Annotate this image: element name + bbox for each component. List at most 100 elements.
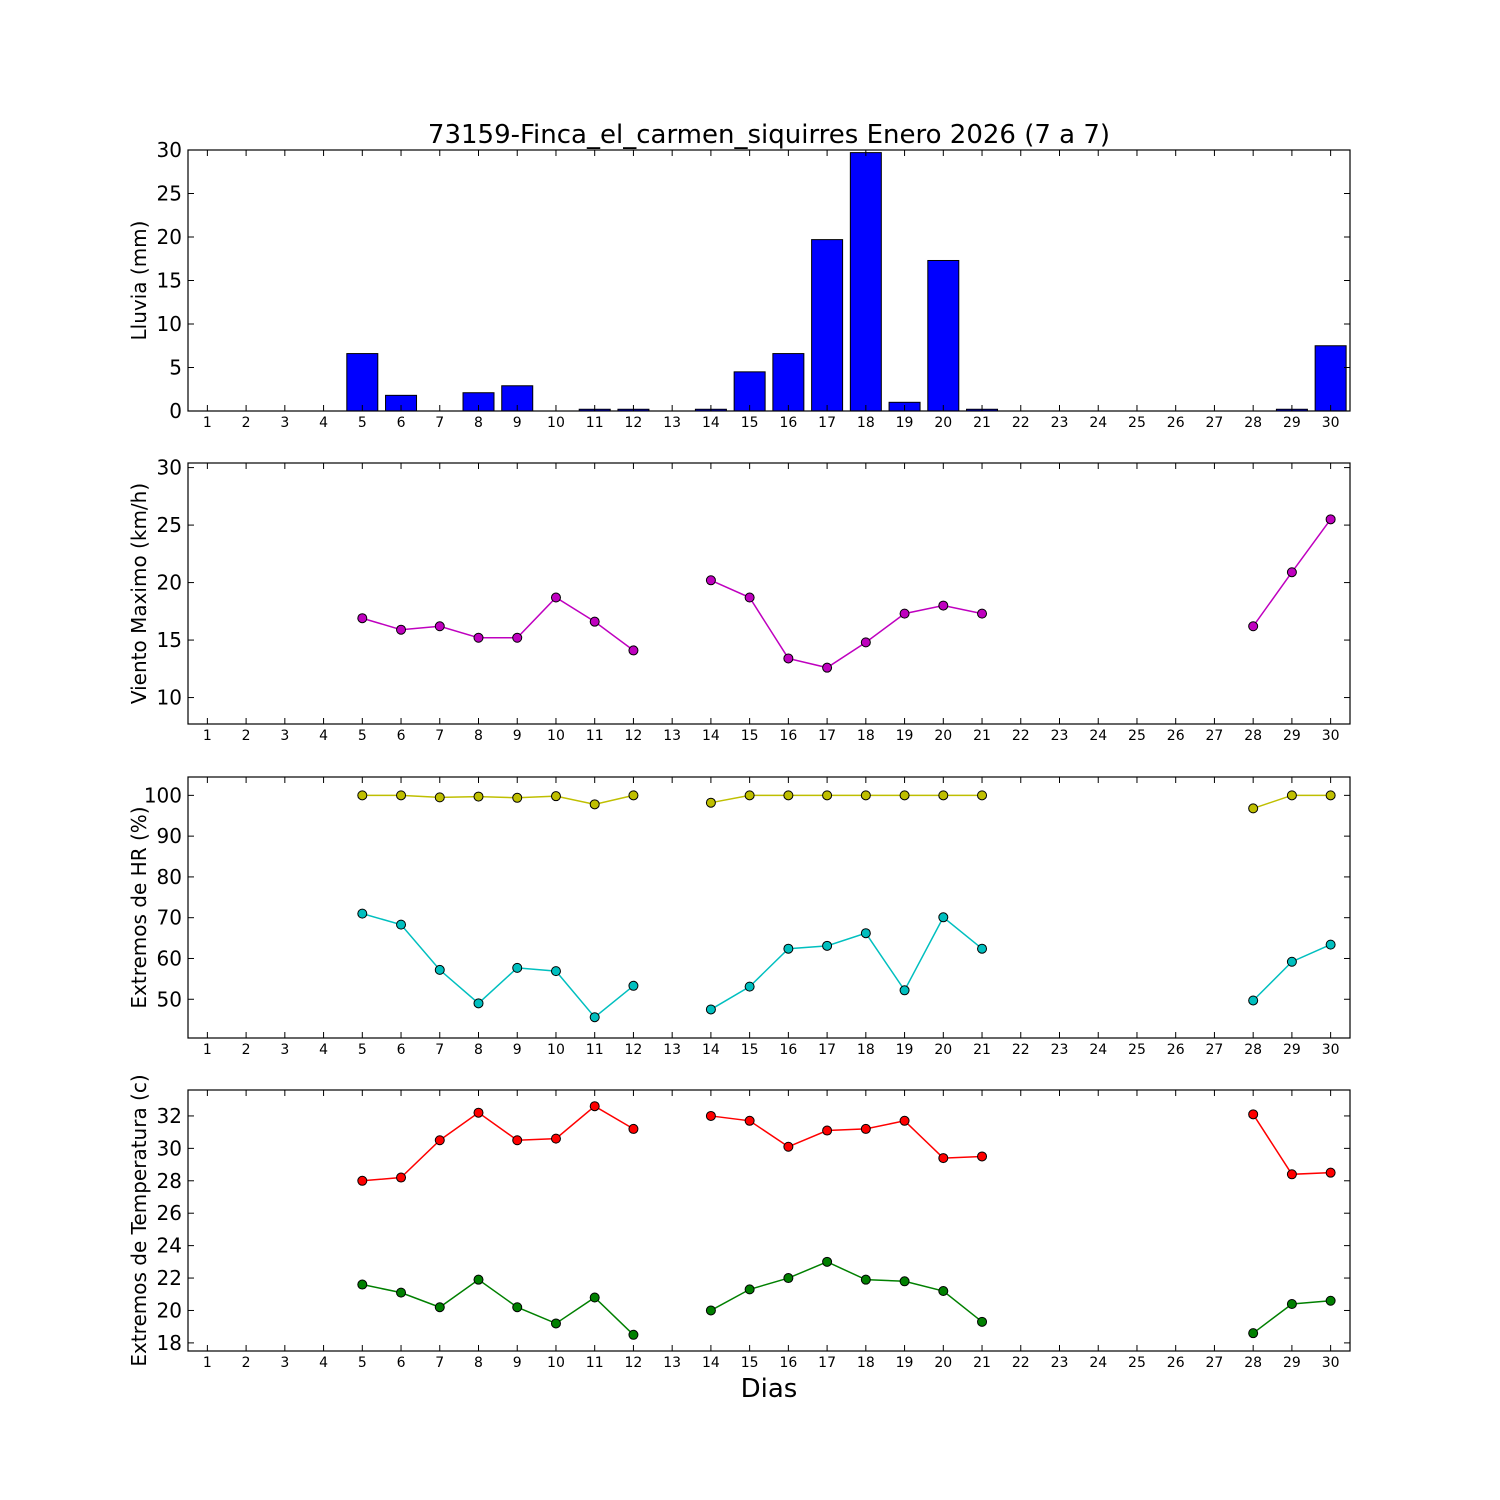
series-1-point-day-28 bbox=[1248, 621, 1259, 632]
series-1-point-day-5 bbox=[357, 790, 368, 801]
y-tick-label: 30 bbox=[157, 456, 182, 480]
series-1-point-day-6 bbox=[396, 1172, 407, 1183]
y-tick-label: 30 bbox=[157, 138, 182, 162]
series-1-point-day-7 bbox=[434, 1135, 445, 1146]
series-1-point-day-19 bbox=[899, 1115, 910, 1126]
x-tick-label: 28 bbox=[1244, 728, 1262, 744]
x-tick-label: 21 bbox=[973, 728, 991, 744]
chart-title: 73159-Finca_el_carmen_siquirres Enero 20… bbox=[428, 120, 1110, 150]
series-2-point-day-8 bbox=[473, 998, 484, 1009]
y-tick-label: 5 bbox=[169, 356, 182, 380]
series-1-point-day-6 bbox=[396, 624, 407, 635]
series-1-point-day-8 bbox=[473, 632, 484, 643]
series-2-point-day-20 bbox=[938, 1286, 949, 1297]
series-1-point-day-19 bbox=[899, 608, 910, 619]
series-1-line-segment-3 bbox=[1252, 1113, 1331, 1176]
series-2-point-day-7 bbox=[434, 964, 445, 975]
series-2-point-day-28 bbox=[1248, 995, 1259, 1006]
x-tick-label: 20 bbox=[934, 415, 952, 431]
y-tick-label: 100 bbox=[144, 783, 182, 807]
series-1-line-segment-1 bbox=[362, 794, 634, 806]
x-tick-label: 7 bbox=[435, 415, 444, 431]
x-tick-label: 8 bbox=[474, 1042, 483, 1058]
x-tick-label: 12 bbox=[625, 1042, 643, 1058]
x-tick-label: 15 bbox=[741, 728, 759, 744]
series-2-point-day-17 bbox=[822, 1256, 833, 1267]
x-tick-label: 25 bbox=[1128, 1042, 1146, 1058]
y-axis-label: Extremos de HR (%) bbox=[127, 806, 151, 1008]
x-tick-label: 9 bbox=[513, 728, 522, 744]
x-tick-label: 30 bbox=[1322, 1042, 1340, 1058]
bar-day-16 bbox=[772, 353, 805, 412]
x-tick-label: 6 bbox=[397, 1042, 406, 1058]
x-tick-label: 20 bbox=[934, 1042, 952, 1058]
x-tick-label: 11 bbox=[586, 728, 604, 744]
x-tick-label: 10 bbox=[547, 1042, 565, 1058]
x-tick-label: 29 bbox=[1283, 1355, 1301, 1371]
series-2-point-day-20 bbox=[938, 912, 949, 923]
series-2-line-segment-1 bbox=[362, 912, 634, 1019]
y-tick-label: 20 bbox=[157, 571, 182, 595]
series-2-point-day-28 bbox=[1248, 1328, 1259, 1339]
series-2-point-day-29 bbox=[1286, 956, 1297, 967]
x-tick-label: 11 bbox=[586, 1042, 604, 1058]
x-tick-label: 16 bbox=[779, 728, 797, 744]
x-tick-label: 1 bbox=[203, 728, 212, 744]
x-tick-label: 25 bbox=[1128, 1355, 1146, 1371]
series-1-point-day-20 bbox=[938, 790, 949, 801]
x-tick-label: 18 bbox=[857, 728, 875, 744]
x-tick-label: 27 bbox=[1206, 415, 1224, 431]
series-1-point-day-11 bbox=[589, 1101, 600, 1112]
x-tick-label: 16 bbox=[779, 1042, 797, 1058]
x-tick-label: 16 bbox=[779, 1355, 797, 1371]
bar-day-18 bbox=[849, 152, 882, 412]
x-tick-label: 13 bbox=[663, 728, 681, 744]
x-tick-label: 8 bbox=[474, 1355, 483, 1371]
bar-day-17 bbox=[811, 239, 844, 412]
x-tick-label: 7 bbox=[435, 1042, 444, 1058]
series-2-point-day-19 bbox=[899, 1276, 910, 1287]
series-1-point-day-14 bbox=[705, 1110, 716, 1121]
x-tick-label: 9 bbox=[513, 1042, 522, 1058]
series-2-point-day-21 bbox=[977, 943, 988, 954]
series-1-point-day-5 bbox=[357, 1175, 368, 1186]
x-tick-label: 20 bbox=[934, 728, 952, 744]
x-tick-label: 18 bbox=[857, 415, 875, 431]
series-2-point-day-29 bbox=[1286, 1298, 1297, 1309]
axes-frame bbox=[187, 462, 1351, 725]
x-tick-label: 28 bbox=[1244, 1042, 1262, 1058]
series-2-point-day-8 bbox=[473, 1274, 484, 1285]
x-tick-label: 21 bbox=[973, 415, 991, 431]
x-tick-label: 4 bbox=[319, 728, 328, 744]
series-1-point-day-30 bbox=[1325, 790, 1336, 801]
x-tick-label: 23 bbox=[1051, 1042, 1069, 1058]
series-1-point-day-5 bbox=[357, 613, 368, 624]
x-tick-label: 2 bbox=[242, 415, 251, 431]
x-tick-label: 19 bbox=[896, 728, 914, 744]
x-tick-label: 4 bbox=[319, 1042, 328, 1058]
x-tick-label: 28 bbox=[1244, 415, 1262, 431]
x-tick-label: 9 bbox=[513, 1355, 522, 1371]
series-2-line-segment-2 bbox=[710, 916, 983, 1011]
series-1-line-segment-1 bbox=[362, 596, 634, 652]
x-tick-label: 6 bbox=[397, 1355, 406, 1371]
series-2-point-day-18 bbox=[860, 1274, 871, 1285]
x-tick-label: 14 bbox=[702, 728, 720, 744]
x-tick-label: 10 bbox=[547, 415, 565, 431]
y-tick-label: 10 bbox=[157, 312, 182, 336]
series-1-point-day-20 bbox=[938, 1153, 949, 1164]
series-1-point-day-15 bbox=[744, 790, 755, 801]
x-tick-label: 26 bbox=[1167, 415, 1185, 431]
series-2-point-day-12 bbox=[628, 1329, 639, 1340]
y-tick-label: 25 bbox=[157, 182, 182, 206]
x-tick-label: 15 bbox=[741, 1355, 759, 1371]
bar-day-15 bbox=[733, 371, 766, 412]
x-tick-label: 24 bbox=[1089, 728, 1107, 744]
x-tick-label: 20 bbox=[934, 1355, 952, 1371]
series-1-point-day-6 bbox=[396, 790, 407, 801]
x-tick-label: 23 bbox=[1051, 1355, 1069, 1371]
x-tick-label: 22 bbox=[1012, 1355, 1030, 1371]
